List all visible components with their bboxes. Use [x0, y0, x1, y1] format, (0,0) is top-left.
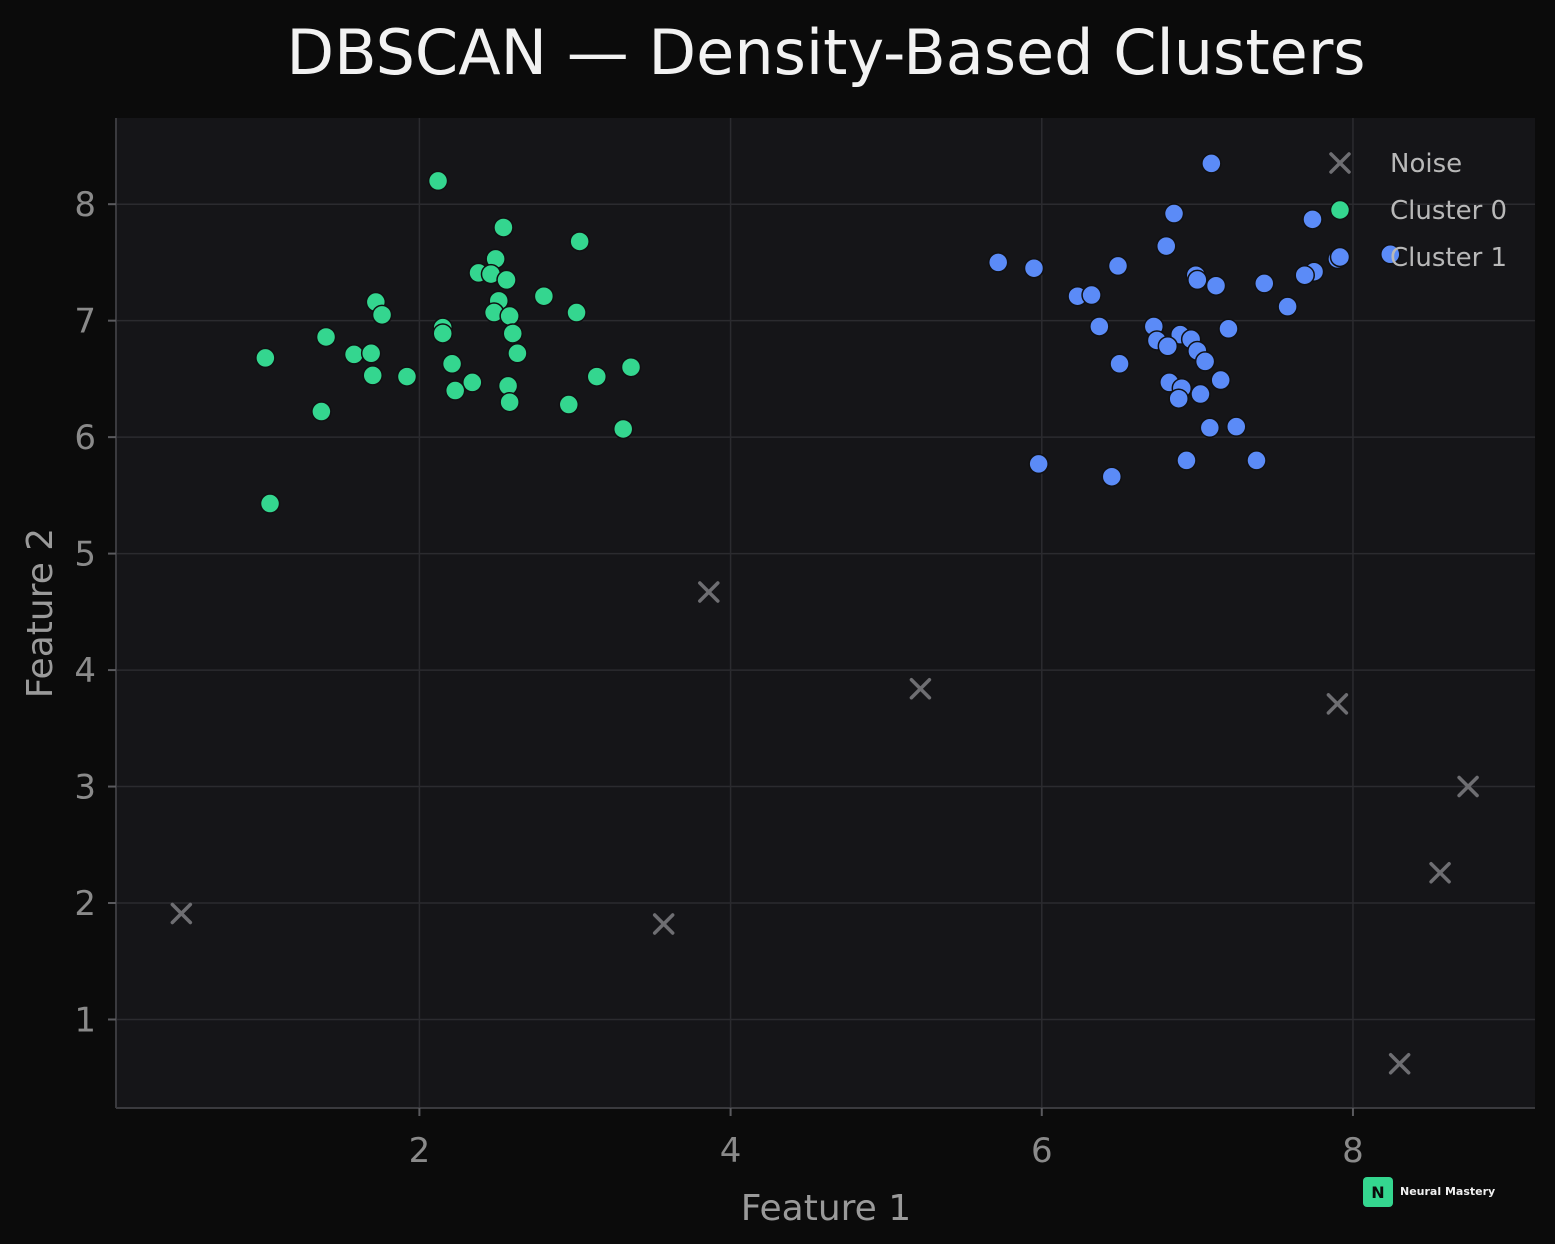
cluster-1-point	[1194, 351, 1216, 372]
cluster-1-point	[1023, 257, 1045, 279]
y-tick-label: 4	[74, 651, 96, 691]
cluster-1-point	[1380, 244, 1401, 265]
cluster-1-point	[1302, 209, 1323, 230]
cluster-1-point	[1218, 318, 1239, 340]
cluster-0-point	[396, 366, 418, 387]
noise-point	[1457, 775, 1479, 798]
cluster-1-point	[1163, 203, 1185, 224]
cluster-0-point	[499, 391, 520, 413]
watermark: N Neural Mastery	[1363, 1177, 1495, 1207]
cluster-0-point	[362, 365, 383, 386]
cluster-1-point	[1155, 235, 1177, 257]
cluster-1-point	[1277, 296, 1298, 317]
legend: Noise Cluster 0 Cluster 1	[1329, 149, 1507, 273]
cluster-0-point	[259, 493, 281, 514]
cluster-0-point	[444, 380, 466, 401]
cluster-0-point	[502, 323, 524, 344]
cluster-1-point	[1107, 255, 1129, 277]
cluster-0-point	[620, 356, 642, 378]
cluster-0-point	[566, 302, 587, 323]
cluster-0-point	[507, 343, 528, 364]
cluster-0-point	[569, 231, 590, 252]
legend-marker	[1329, 246, 1351, 268]
cluster-0-point	[462, 372, 483, 393]
noise-point	[909, 677, 932, 700]
legend-noise-marker	[1329, 152, 1351, 174]
cluster-0-point	[493, 217, 514, 238]
cluster-0-point	[496, 269, 517, 291]
x-tick-label: 6	[1031, 1131, 1053, 1171]
cluster-1-point	[1246, 450, 1267, 471]
cluster-1-point	[1201, 153, 1222, 174]
cluster-1-point	[1157, 336, 1179, 357]
noise-point	[1429, 861, 1451, 884]
legend-label: Noise	[1390, 149, 1462, 179]
cluster-0-point	[586, 366, 608, 387]
y-tick-label: 8	[74, 185, 96, 225]
cluster-1-point	[1109, 353, 1130, 375]
axes	[115, 118, 1535, 1109]
cluster-0-point	[427, 170, 449, 192]
cluster-1-point	[1294, 264, 1315, 286]
cluster-0-point	[371, 304, 393, 326]
cluster-0-point	[533, 285, 555, 307]
noise-point	[1388, 1052, 1411, 1075]
y-tick-label: 7	[74, 302, 96, 342]
cluster-1-point	[1199, 417, 1221, 439]
cluster-1-point	[1205, 275, 1227, 296]
cluster-1-point	[1081, 284, 1102, 306]
cluster-0-point	[315, 326, 337, 348]
cluster-1-point	[1028, 453, 1049, 475]
legend-label: Cluster 1	[1390, 243, 1507, 273]
noise-point	[652, 913, 675, 935]
y-tick-label: 5	[74, 535, 96, 575]
y-tick-label: 1	[74, 1000, 96, 1040]
cluster-0-point	[432, 323, 453, 344]
cluster-1-point	[1190, 383, 1211, 405]
data-points	[170, 153, 1479, 1075]
noise-point	[1326, 693, 1349, 715]
cluster-1-point	[987, 252, 1009, 273]
tick-labels: 2 4 6 8 1 2 3 4 5 6 7 8	[74, 185, 1363, 1171]
brand-name: Neural Mastery	[1400, 1185, 1495, 1198]
cluster-0-point	[360, 343, 382, 364]
noise-point	[698, 581, 720, 603]
y-tick-label: 6	[74, 418, 96, 458]
noise-point	[170, 902, 193, 925]
chart-title: DBSCAN — Density-Based Clusters	[286, 16, 1365, 89]
x-tick-label: 2	[409, 1131, 431, 1171]
x-tick-label: 4	[720, 1131, 742, 1171]
cluster-0-point	[441, 353, 463, 375]
brand-logo-letter: N	[1371, 1183, 1384, 1202]
legend-marker	[1329, 199, 1351, 221]
gridlines	[116, 118, 1535, 1108]
cluster-1-point	[1089, 316, 1110, 337]
cluster-1-point	[1176, 450, 1197, 471]
cluster-0-point	[499, 305, 520, 327]
legend-label: Cluster 0	[1390, 196, 1507, 226]
cluster-1-point	[1210, 369, 1231, 391]
cluster-0-point	[343, 344, 365, 365]
cluster-1-point	[1226, 416, 1247, 437]
cluster-0-point	[255, 347, 276, 369]
y-tick-label: 2	[74, 884, 96, 924]
x-tick-label: 8	[1342, 1131, 1364, 1171]
cluster-0-point	[311, 401, 332, 422]
y-tick-label: 3	[74, 768, 96, 808]
cluster-0-point	[558, 394, 580, 415]
cluster-1-point	[1101, 466, 1123, 487]
x-axis-label: Feature 1	[741, 1188, 911, 1229]
cluster-1-point	[1168, 388, 1189, 409]
brand-logo-icon	[1363, 1177, 1393, 1207]
cluster-0-point	[612, 418, 634, 440]
cluster-1-point	[1187, 269, 1208, 291]
cluster-1-point	[1254, 273, 1275, 294]
y-axis-label: Feature 2	[20, 528, 61, 698]
